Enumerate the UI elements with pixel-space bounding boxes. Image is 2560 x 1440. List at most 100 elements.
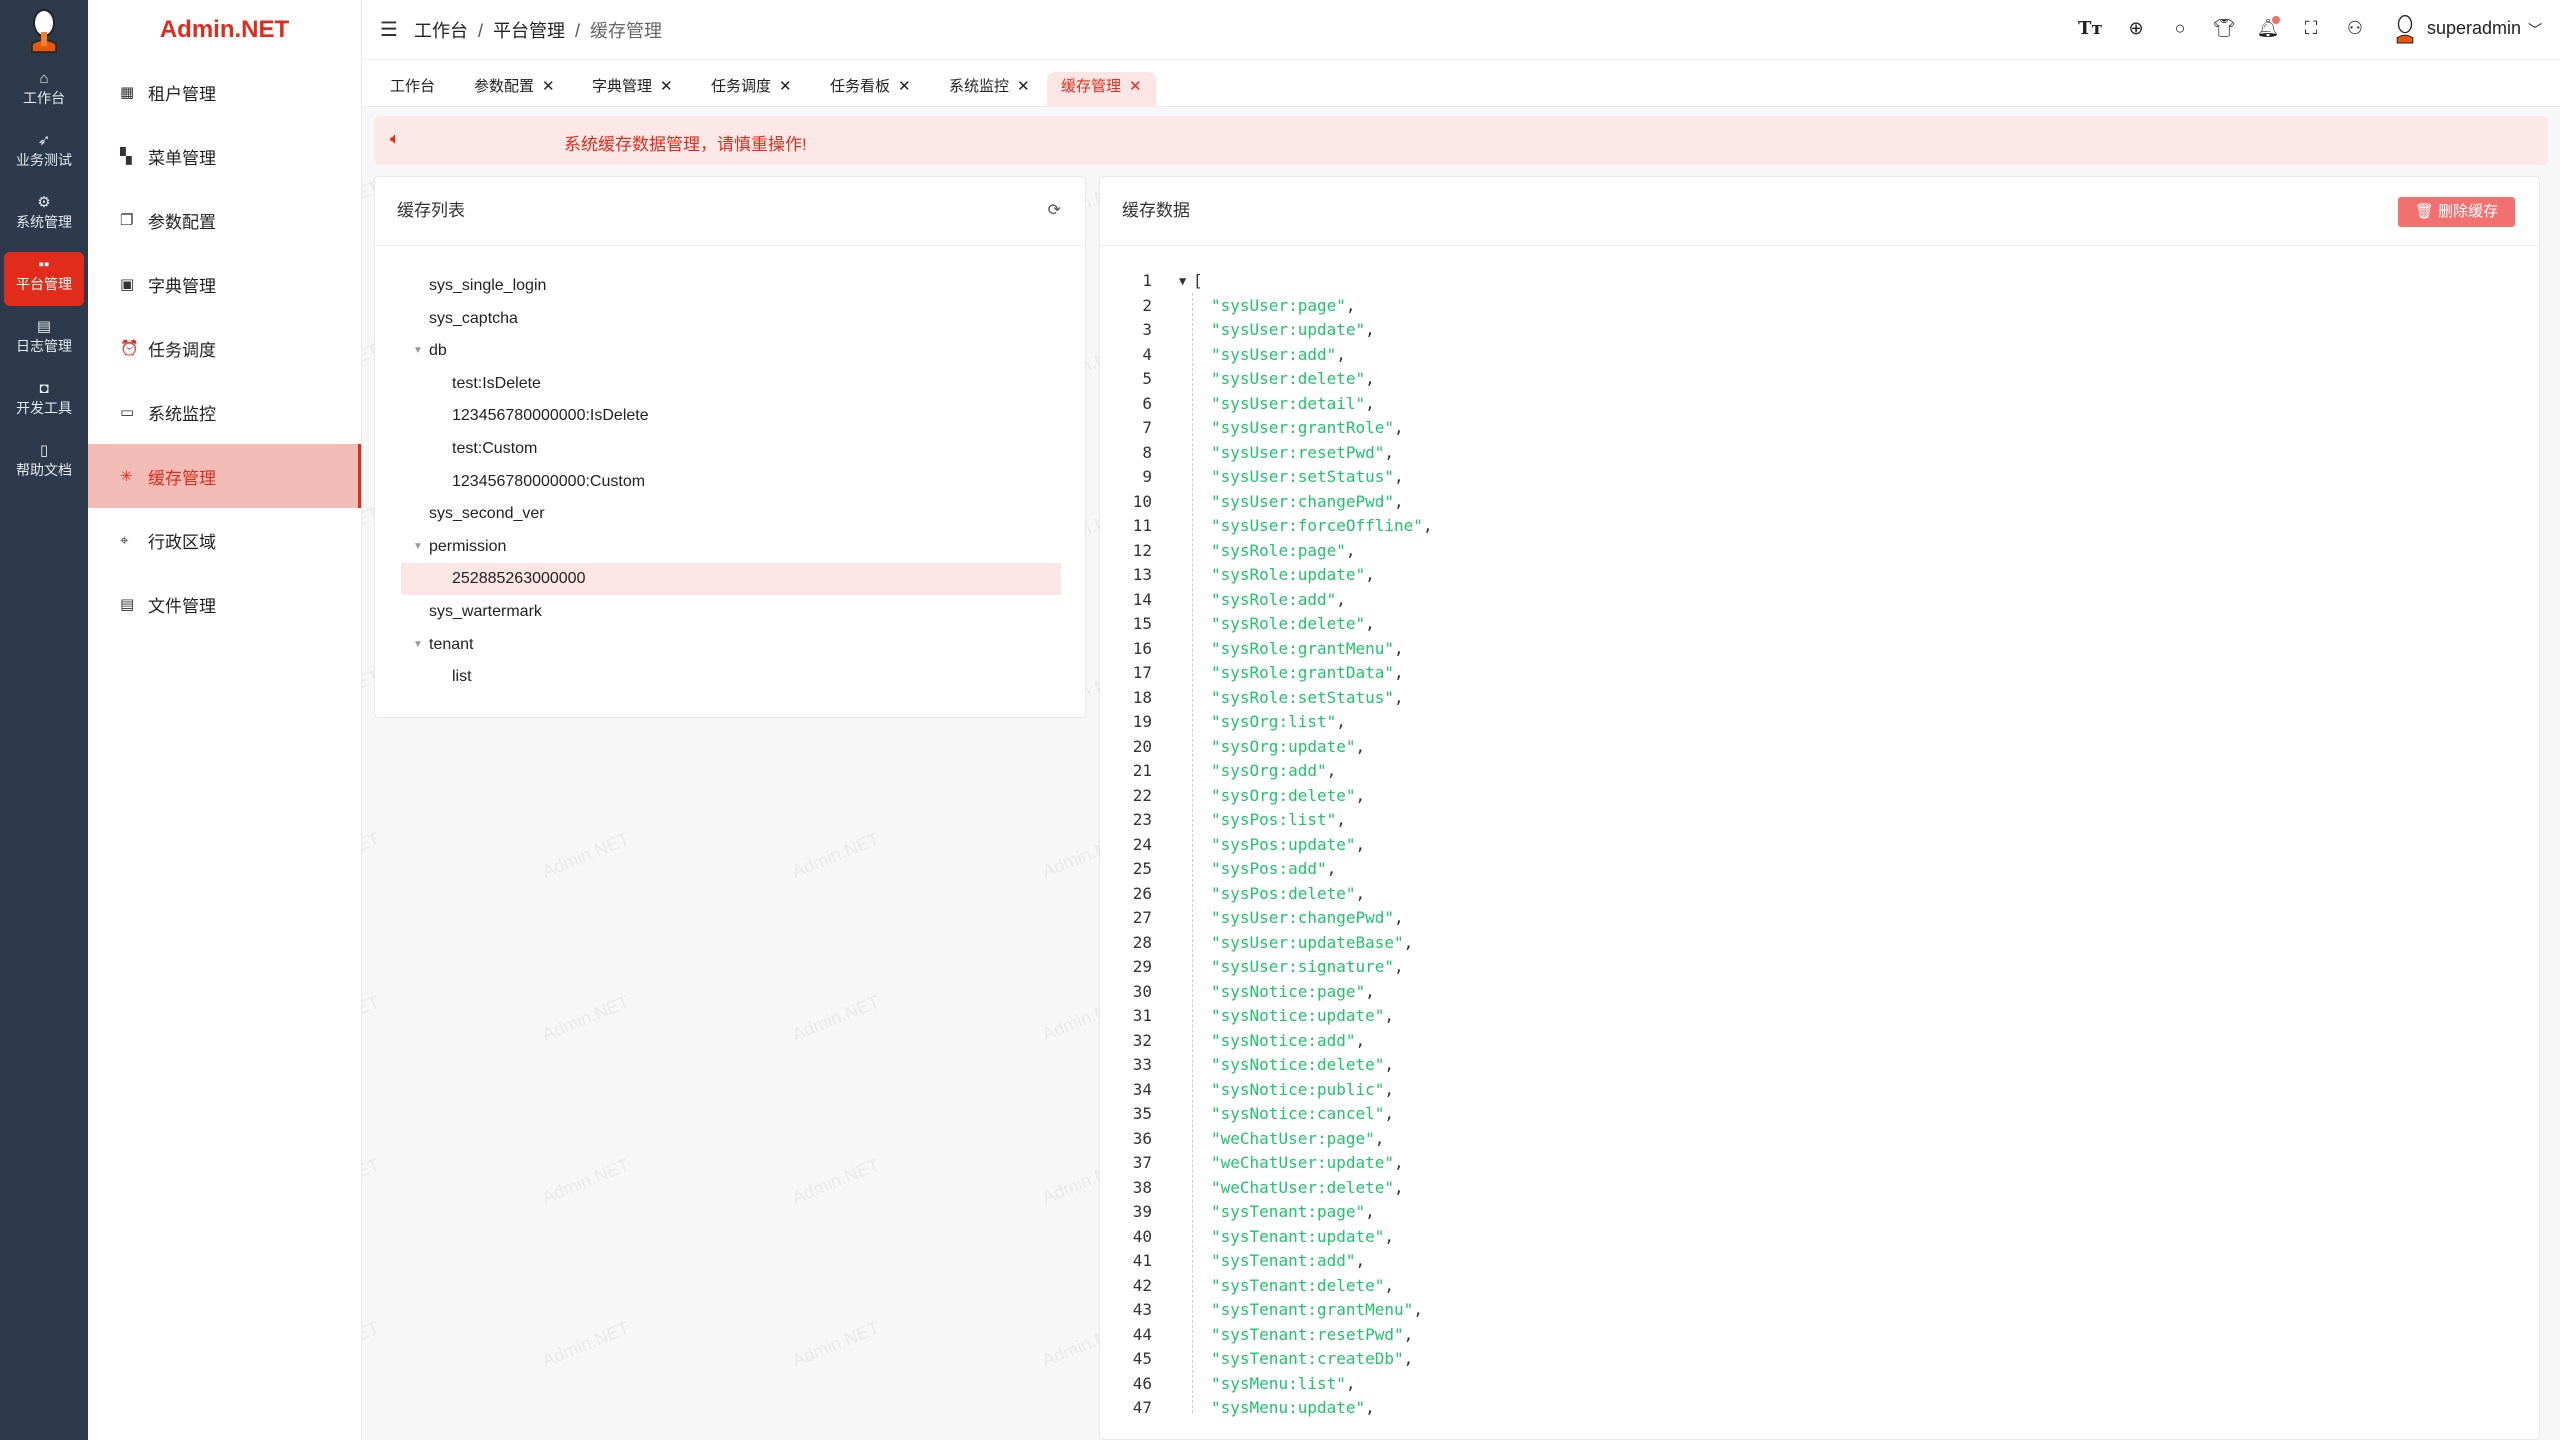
tree-node[interactable]: ▼ tenant (401, 629, 1061, 661)
rail-item[interactable]: ➶ 业务测试 (4, 128, 84, 182)
tree-node[interactable]: sys_single_login (401, 270, 1061, 302)
code-line: 7 "sysUser:grantRole", (1100, 416, 2539, 441)
rail-item[interactable]: ⌂ 工作台 (4, 66, 84, 120)
line-number: 47 (1132, 1398, 1152, 1417)
json-string-value: sysNotice:public (1220, 1079, 1375, 1099)
sidebar-item[interactable]: ▚ 菜单管理 (88, 124, 361, 188)
line-number: 14 (1132, 589, 1152, 609)
delete-cache-button[interactable]: 🗑︎ 删除缓存 (2398, 197, 2515, 227)
rail-item[interactable]: ▤ 日志管理 (4, 314, 84, 368)
json-string: "sysOrg:add", (1211, 761, 1337, 780)
tab[interactable]: 字典管理 ✕ (578, 72, 687, 107)
json-string: "sysTenant:createDb", (1211, 1349, 1414, 1368)
breadcrumb-item[interactable]: 平台管理 (493, 20, 566, 41)
tab[interactable]: 任务调度 ✕ (697, 72, 806, 107)
chevron-down-icon[interactable]: ﹀ (2528, 22, 2542, 38)
rail-item[interactable]: ⚙ 系统管理 (4, 190, 84, 244)
json-string-value: sysTenant:resetPwd (1220, 1324, 1395, 1344)
close-icon[interactable]: ✕ (660, 78, 673, 95)
user-icon[interactable]: ⚇ (2346, 18, 2364, 38)
json-string: "sysUser:delete", (1211, 369, 1375, 388)
json-string-value: sysUser:forceOffline (1220, 516, 1414, 535)
tree-node[interactable]: list (401, 661, 1061, 693)
sidebar-item-label: 菜单管理 (148, 148, 216, 168)
rail-item[interactable]: ▯ 帮助文档 (4, 438, 84, 492)
tab[interactable]: 任务看板 ✕ (816, 72, 925, 107)
sidebar-item-label: 租户管理 (148, 84, 216, 104)
line-number: 46 (1132, 1373, 1152, 1393)
tree-node[interactable]: test:Custom (401, 433, 1061, 465)
bell-icon[interactable]: 🔔︎ (2256, 16, 2280, 38)
tree-node[interactable]: 123456780000000:Custom (401, 466, 1061, 498)
tree-node[interactable]: sys_captcha (401, 303, 1061, 335)
sidebar-item[interactable]: ✳ 缓存管理 (88, 444, 361, 508)
theme-icon[interactable]: 👕︎ (2212, 18, 2236, 38)
tab[interactable]: 工作台 (376, 72, 449, 107)
search-icon[interactable]: ○ (2174, 18, 2186, 38)
json-string-value: sysUser:grantRole (1220, 418, 1385, 437)
line-number: 24 (1132, 834, 1152, 854)
font-size-icon[interactable]: Tт (2078, 18, 2103, 39)
json-string-value: sysPos:add (1220, 859, 1317, 878)
watermark-text: Admin.NET (539, 828, 633, 882)
tree-node[interactable]: 123456780000000:IsDelete (401, 400, 1061, 432)
tree-node[interactable]: 252885263000000 (401, 563, 1061, 596)
code-line: 33 "sysNotice:delete", (1100, 1053, 2539, 1078)
tree-node[interactable]: sys_wartermark (401, 596, 1061, 628)
line-number: 22 (1132, 785, 1152, 805)
line-number: 42 (1132, 1275, 1152, 1295)
caret-down-icon[interactable]: ▼ (413, 345, 423, 357)
refresh-icon[interactable]: ⟳ (1047, 202, 1061, 219)
close-icon[interactable]: ✕ (542, 78, 555, 95)
json-string: "sysUser:grantRole", (1211, 418, 1404, 437)
sidebar-item[interactable]: ▦ 租户管理 (88, 60, 361, 124)
line-number: 31 (1132, 1006, 1152, 1025)
sidebar-item[interactable]: ▤ 文件管理 (88, 572, 361, 636)
json-viewer[interactable]: 1 ▼[ 2 "sysUser:page", 3 "sysUser:update", 4 "… (1100, 269, 2539, 1421)
tab[interactable]: 参数配置 ✕ (460, 72, 569, 107)
rail-item[interactable]: ◘ 开发工具 (4, 376, 84, 430)
line-number: 2 (1142, 295, 1152, 315)
code-line: 27 "sysUser:changePwd", (1100, 906, 2539, 931)
json-string: "sysTenant:page", (1211, 1202, 1375, 1221)
tree-node[interactable]: ▼ db (401, 335, 1061, 367)
rail-item[interactable]: ▪▪ 平台管理 (4, 252, 84, 306)
json-string-value: sysMenu:update (1220, 1398, 1356, 1417)
menu-collapse-icon[interactable]: ☰ (380, 19, 398, 41)
notification-dot (2272, 16, 2280, 24)
close-icon[interactable]: ✕ (779, 78, 792, 95)
collapse-triangle-icon[interactable]: ▼ (1179, 274, 1187, 288)
sidebar-item[interactable]: ⏰ 任务调度 (88, 316, 361, 380)
code-line: 40 "sysTenant:update", (1100, 1225, 2539, 1250)
line-number: 44 (1132, 1324, 1152, 1344)
caret-down-icon[interactable]: ▼ (413, 638, 423, 650)
username[interactable]: superadmin (2427, 18, 2522, 38)
close-icon[interactable]: ✕ (898, 78, 911, 95)
sidebar-item[interactable]: ⌖ 行政区域 (88, 508, 361, 572)
tab[interactable]: 系统监控 ✕ (935, 72, 1044, 107)
breadcrumb-item[interactable]: 工作台 (414, 20, 468, 41)
tree-node-label: list (452, 668, 472, 686)
json-string-value: sysRole:grantData (1220, 663, 1385, 682)
json-string-value: sysNotice:update (1220, 1006, 1375, 1025)
language-icon[interactable]: ⊕ (2128, 18, 2144, 38)
cache-data-card: 缓存数据 🗑︎ 删除缓存 1 ▼[ 2 "sysUser:page", 3 "sysUs… (1099, 176, 2540, 1440)
json-string-value: sysOrg:add (1220, 761, 1317, 780)
tree-node[interactable]: sys_second_ver (401, 498, 1061, 530)
rail-item-label: 业务测试 (16, 152, 72, 168)
close-icon[interactable]: ✕ (1129, 78, 1142, 95)
fullscreen-icon[interactable]: ⛶ (2304, 18, 2318, 38)
sidebar-item[interactable]: ▣ 字典管理 (88, 252, 361, 316)
brand-logo: Admin.NET (159, 16, 290, 43)
line-number: 11 (1132, 516, 1152, 535)
json-string-value: sysUser:resetPwd (1220, 442, 1375, 462)
caret-down-icon[interactable]: ▼ (413, 540, 423, 552)
sidebar-item[interactable]: ▭ 系统监控 (88, 380, 361, 444)
sidebar-item[interactable]: ❐ 参数配置 (88, 188, 361, 252)
close-icon[interactable]: ✕ (1017, 78, 1030, 95)
user-avatar[interactable] (2392, 14, 2418, 46)
tree-node[interactable]: ▼ permission (401, 531, 1061, 563)
tree-node[interactable]: test:IsDelete (401, 368, 1061, 400)
sidebar-item-label: 文件管理 (148, 596, 216, 616)
tab[interactable]: 缓存管理 ✕ (1047, 72, 1156, 107)
